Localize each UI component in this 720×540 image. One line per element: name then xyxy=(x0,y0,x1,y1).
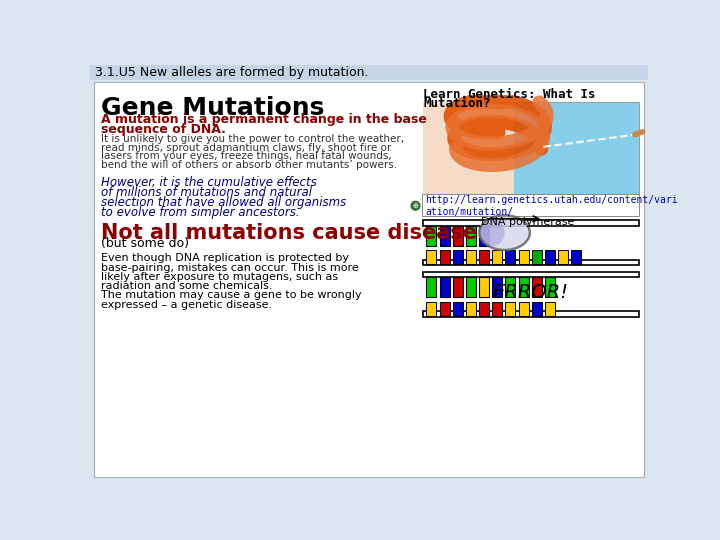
Text: base-pairing, mistakes can occur. This is more: base-pairing, mistakes can occur. This i… xyxy=(101,262,359,273)
FancyBboxPatch shape xyxy=(505,302,516,316)
FancyBboxPatch shape xyxy=(423,311,639,316)
Text: 3.1.U5 New alleles are formed by mutation.: 3.1.U5 New alleles are formed by mutatio… xyxy=(94,66,368,79)
FancyBboxPatch shape xyxy=(466,278,476,298)
FancyBboxPatch shape xyxy=(466,251,476,264)
FancyBboxPatch shape xyxy=(423,194,639,215)
Text: ERROR!: ERROR! xyxy=(493,283,569,302)
FancyBboxPatch shape xyxy=(479,251,489,264)
FancyBboxPatch shape xyxy=(558,251,568,264)
Text: DNA polymerase: DNA polymerase xyxy=(482,217,575,227)
Text: of millions of mutations and natural: of millions of mutations and natural xyxy=(101,186,312,199)
Text: Learn.Genetics: What Is: Learn.Genetics: What Is xyxy=(423,88,595,101)
FancyBboxPatch shape xyxy=(492,251,503,264)
FancyBboxPatch shape xyxy=(479,226,489,246)
FancyBboxPatch shape xyxy=(453,251,463,264)
Text: ⊕: ⊕ xyxy=(413,202,418,209)
FancyBboxPatch shape xyxy=(423,220,639,226)
Ellipse shape xyxy=(482,219,505,246)
Text: radiation and some chemicals.: radiation and some chemicals. xyxy=(101,281,272,291)
FancyBboxPatch shape xyxy=(423,102,639,195)
FancyBboxPatch shape xyxy=(492,278,503,298)
FancyBboxPatch shape xyxy=(426,278,436,298)
Ellipse shape xyxy=(480,215,530,250)
FancyBboxPatch shape xyxy=(545,278,555,298)
Text: However, it is the cumulative effects: However, it is the cumulative effects xyxy=(101,177,317,190)
FancyBboxPatch shape xyxy=(453,226,463,246)
Text: http://learn.genetics.utah.edu/content/vari
ation/mutation/: http://learn.genetics.utah.edu/content/v… xyxy=(426,194,678,217)
Text: Even though DNA replication is protected by: Even though DNA replication is protected… xyxy=(101,253,349,264)
FancyBboxPatch shape xyxy=(532,278,542,298)
FancyBboxPatch shape xyxy=(423,102,514,195)
FancyBboxPatch shape xyxy=(439,302,449,316)
FancyBboxPatch shape xyxy=(505,278,516,298)
FancyBboxPatch shape xyxy=(518,278,528,298)
FancyBboxPatch shape xyxy=(545,302,555,316)
Text: lasers from your eyes, freeze things, heal fatal wounds,: lasers from your eyes, freeze things, he… xyxy=(101,151,392,161)
FancyBboxPatch shape xyxy=(453,302,463,316)
Circle shape xyxy=(411,201,420,211)
FancyBboxPatch shape xyxy=(439,251,449,264)
FancyBboxPatch shape xyxy=(439,278,449,298)
Text: Not all mutations cause disease: Not all mutations cause disease xyxy=(101,222,477,242)
FancyBboxPatch shape xyxy=(492,302,503,316)
FancyBboxPatch shape xyxy=(532,251,542,264)
Text: (but some do): (but some do) xyxy=(101,237,189,249)
Text: read minds, sprout adamantium claws, fly, shoot fire or: read minds, sprout adamantium claws, fly… xyxy=(101,143,391,153)
Text: It is unlikely to give you the power to control the weather,: It is unlikely to give you the power to … xyxy=(101,134,404,144)
FancyBboxPatch shape xyxy=(479,302,489,316)
FancyBboxPatch shape xyxy=(423,260,639,265)
FancyBboxPatch shape xyxy=(426,226,436,246)
FancyBboxPatch shape xyxy=(453,278,463,298)
Text: Gene Mutations: Gene Mutations xyxy=(101,96,324,119)
FancyBboxPatch shape xyxy=(90,65,648,80)
FancyBboxPatch shape xyxy=(439,226,449,246)
Text: A mutation is a permanent change in the base: A mutation is a permanent change in the … xyxy=(101,113,427,126)
FancyBboxPatch shape xyxy=(426,251,436,264)
FancyBboxPatch shape xyxy=(532,302,542,316)
FancyBboxPatch shape xyxy=(545,251,555,264)
FancyBboxPatch shape xyxy=(426,302,436,316)
Text: expressed – a genetic disease.: expressed – a genetic disease. xyxy=(101,300,272,309)
Text: bend the will of others or absorb other mutants’ powers.: bend the will of others or absorb other … xyxy=(101,159,397,170)
Text: The mutation may cause a gene to be wrongly: The mutation may cause a gene to be wron… xyxy=(101,291,361,300)
FancyBboxPatch shape xyxy=(94,82,644,477)
FancyBboxPatch shape xyxy=(571,251,581,264)
FancyBboxPatch shape xyxy=(518,302,528,316)
FancyBboxPatch shape xyxy=(505,251,516,264)
FancyBboxPatch shape xyxy=(423,272,639,278)
Text: Mutation?: Mutation? xyxy=(423,97,491,110)
FancyBboxPatch shape xyxy=(479,278,489,298)
Text: sequence of DNA.: sequence of DNA. xyxy=(101,123,226,136)
Text: likely after exposure to mutagens, such as: likely after exposure to mutagens, such … xyxy=(101,272,338,282)
Text: to evolve from simpler ancestors.: to evolve from simpler ancestors. xyxy=(101,206,300,219)
FancyBboxPatch shape xyxy=(466,302,476,316)
FancyBboxPatch shape xyxy=(466,226,476,246)
FancyBboxPatch shape xyxy=(518,251,528,264)
Text: selection that have allowed all organisms: selection that have allowed all organism… xyxy=(101,197,346,210)
